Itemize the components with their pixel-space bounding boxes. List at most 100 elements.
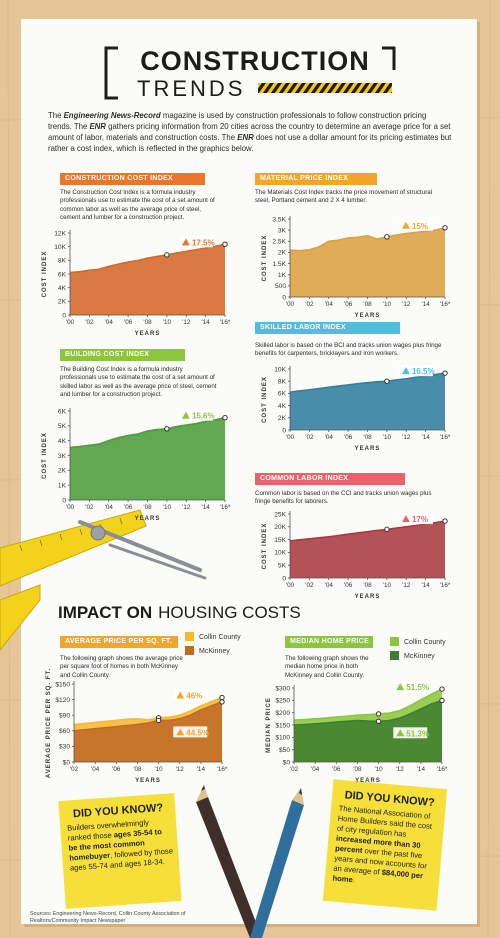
emphasis: ENR xyxy=(237,133,254,142)
x-tick-label: '16* xyxy=(440,582,451,589)
x-tick-label: '00 xyxy=(66,319,75,326)
y-tick-label: 1K xyxy=(278,272,287,279)
change-arrow xyxy=(176,728,185,736)
text-run: IMPACT ON xyxy=(58,603,153,622)
x-tick-label: '08 xyxy=(363,582,372,589)
y-axis-label: COST INDEX xyxy=(42,432,48,479)
hazard-stripe xyxy=(258,83,392,93)
y-tick-label: $120 xyxy=(55,697,70,704)
x-tick-label: '16* xyxy=(220,319,231,326)
chart-header: COMMON LABOR INDEX xyxy=(255,473,405,485)
compare-dot xyxy=(439,697,445,704)
intro: The Engineering News-Record magazine is … xyxy=(48,110,452,154)
area-fill xyxy=(74,701,222,762)
area-fill xyxy=(290,521,445,578)
x-tick-label: '12 xyxy=(402,301,411,308)
sources: Sources: Engineering News-Record, Collin… xyxy=(30,911,186,924)
change-badge xyxy=(178,409,213,421)
y-tick-label: $100 xyxy=(275,735,290,742)
pencil-blue xyxy=(250,788,304,938)
change-arrow xyxy=(181,411,190,419)
chart-header: MATERIAL PRICE INDEX xyxy=(255,173,377,185)
text-run: does not use a dollar amount for its pri… xyxy=(48,133,452,153)
title: CONSTRUCTION xyxy=(140,46,370,76)
y-tick-label: $90 xyxy=(59,713,70,720)
x-tick-label: '16* xyxy=(440,301,451,308)
change-arrow xyxy=(401,515,410,523)
x-tick-label: '08 xyxy=(143,319,152,326)
area-fill xyxy=(70,417,225,500)
x-tick-label: '14 xyxy=(202,319,211,326)
y-tick-label: 3K xyxy=(278,227,287,234)
x-tick-label: '00 xyxy=(286,582,295,589)
compare-dot xyxy=(155,717,162,724)
x-axis-label: YEARS xyxy=(135,516,161,522)
x-tick-label: '10 xyxy=(374,766,383,773)
chart-header: AVERAGE PRICE PER SQ. FT. xyxy=(60,636,178,648)
y-tick-label: 1.5K xyxy=(272,261,286,268)
y-tick-label: 6K xyxy=(58,271,67,278)
compare-dot xyxy=(164,426,170,432)
y-tick-label: 6K xyxy=(278,391,287,398)
change-arrow xyxy=(176,691,185,699)
did-you-know: DID YOU KNOW? The National Association o… xyxy=(332,789,440,892)
x-tick-label: '02 xyxy=(70,766,79,773)
change-label: 16.5% xyxy=(412,367,435,376)
x-tick-label: '00 xyxy=(286,301,295,308)
compare-dot xyxy=(384,234,390,240)
did-you-know-text: The National Association of Home Builder… xyxy=(332,804,439,892)
y-tick-label: 2K xyxy=(58,299,67,306)
legend-label: McKinney xyxy=(404,653,435,660)
y-tick-label: 0 xyxy=(282,427,286,434)
legend-swatch xyxy=(185,632,194,641)
compare-dot xyxy=(375,718,382,724)
change-arrow xyxy=(401,221,410,229)
change-arrow xyxy=(396,683,405,691)
x-tick-label: '08 xyxy=(143,504,152,511)
x-tick-label: '06 xyxy=(332,766,341,773)
change-label: 51.3% xyxy=(406,729,429,738)
change-badge xyxy=(393,727,428,739)
y-tick-label: 10K xyxy=(274,550,286,557)
note-right xyxy=(322,779,448,911)
area-line xyxy=(289,520,446,542)
chart-description: The Construction Cost Index is a formula… xyxy=(60,189,215,221)
chart-description: The following graph shows the median hom… xyxy=(285,655,369,679)
y-tick-label: 2.5K xyxy=(272,239,286,246)
compare-dot xyxy=(375,711,382,717)
chart-description: Common labor is based on the CCI and tra… xyxy=(255,490,432,506)
legend-swatch xyxy=(185,646,194,655)
area-line xyxy=(73,701,223,732)
y-tick-label: 8K xyxy=(58,258,67,265)
x-tick-label: '04 xyxy=(325,434,334,441)
x-tick-label: '06 xyxy=(112,766,121,773)
x-tick-label: '08 xyxy=(363,301,372,308)
x-axis-label: YEARS xyxy=(355,594,381,600)
change-label: 17% xyxy=(412,515,428,524)
x-tick-label: '04 xyxy=(91,766,100,773)
x-tick-label: '14 xyxy=(417,766,426,773)
y-tick-label: 0 xyxy=(282,294,286,301)
x-tick-label: '14 xyxy=(422,434,431,441)
emphasis: HOUSING COSTS xyxy=(158,603,301,622)
did-you-know-text: Builders overwhelmingly ranked those age… xyxy=(67,816,174,873)
y-tick-label: 20K xyxy=(274,524,286,531)
y-tick-label: 2K xyxy=(278,250,287,257)
x-tick-label: '12 xyxy=(182,504,191,511)
text-run: The xyxy=(48,111,64,120)
x-tick-label: '06 xyxy=(344,434,353,441)
x-tick-label: '04 xyxy=(325,582,334,589)
y-axis-label: AVERAGE PRICE PER SQ. FT. xyxy=(46,668,52,778)
x-tick-label: '02 xyxy=(305,434,314,441)
compare-dot xyxy=(384,378,390,384)
y-tick-label: 500 xyxy=(275,283,286,290)
y-tick-label: 3.5K xyxy=(272,216,286,223)
x-tick-label: '04 xyxy=(311,766,320,773)
y-tick-label: $150 xyxy=(55,681,70,688)
y-tick-label: $150 xyxy=(275,722,290,729)
change-arrow xyxy=(396,729,405,737)
compare-dot xyxy=(222,241,228,248)
chart-header: MEDIAN HOME PRICE xyxy=(285,636,373,648)
